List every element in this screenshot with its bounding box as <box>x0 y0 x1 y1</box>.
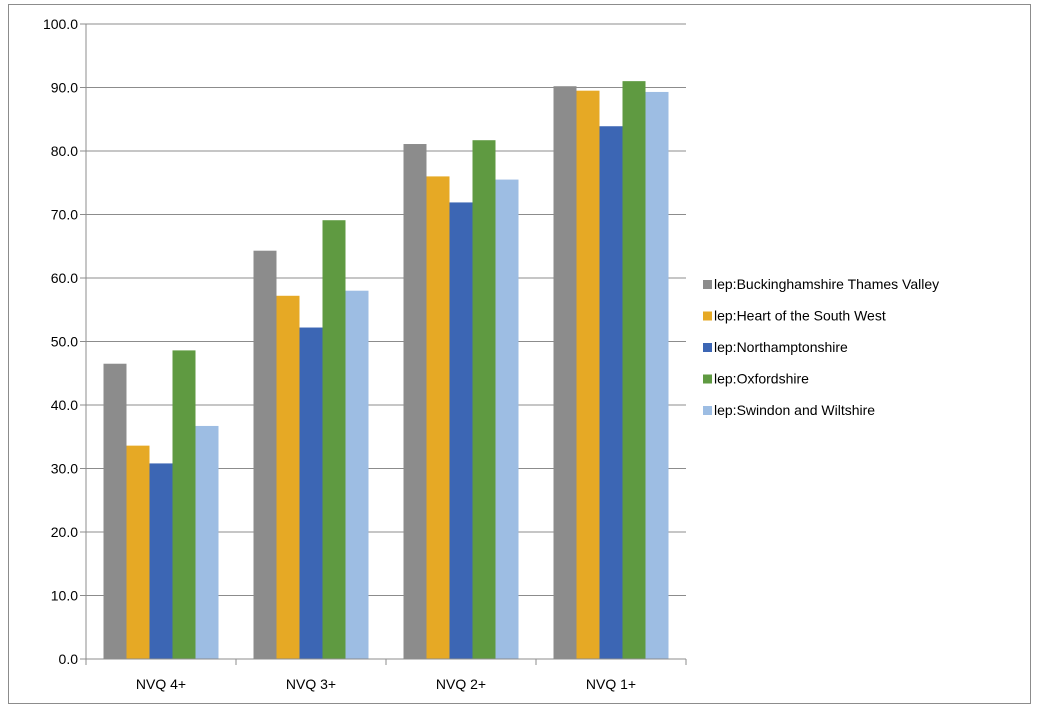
bar <box>253 250 277 659</box>
bar <box>299 327 323 659</box>
y-tick-label: 10.0 <box>51 588 78 604</box>
legend-swatch <box>703 311 712 321</box>
axes <box>80 23 687 665</box>
bar <box>322 220 346 659</box>
bar <box>426 176 450 659</box>
legend-label: lep:Oxfordshire <box>714 371 809 387</box>
bar <box>472 140 496 659</box>
x-tick-label: NVQ 2+ <box>436 676 486 692</box>
legend-label: lep:Heart of the South West <box>714 308 886 324</box>
legend-label: lep:Northamptonshire <box>714 339 848 355</box>
x-tick-label: NVQ 3+ <box>286 676 336 692</box>
bar <box>495 179 519 659</box>
bar <box>126 445 150 659</box>
bar <box>172 350 196 659</box>
y-tick-label: 60.0 <box>51 270 78 286</box>
x-tick-labels: NVQ 4+ NVQ 3+ NVQ 2+ NVQ 1+ <box>136 676 636 692</box>
y-tick-label: 0.0 <box>59 651 79 667</box>
legend-label: lep:Swindon and Wiltshire <box>714 402 875 418</box>
y-tick-label: 80.0 <box>51 143 78 159</box>
legend-swatch <box>703 374 712 384</box>
y-tick-label: 20.0 <box>51 524 78 540</box>
bar <box>645 91 669 659</box>
legend: lep:Buckinghamshire Thames Valley lep:Hea… <box>703 276 939 418</box>
bar <box>553 86 577 660</box>
bar <box>449 202 473 659</box>
legend-label: lep:Buckinghamshire Thames Valley <box>714 276 939 292</box>
y-tick-label: 100.0 <box>43 16 78 32</box>
legend-swatch <box>703 280 712 289</box>
y-tick-label: 30.0 <box>51 461 78 477</box>
bar <box>195 425 219 659</box>
bar <box>276 295 300 659</box>
bar <box>622 81 646 659</box>
bar <box>103 363 127 659</box>
y-tick-labels: 0.0 10.0 20.0 30.0 40.0 50.0 60.0 70.0 80.0 90.0 1… <box>43 16 78 667</box>
y-tick-label: 40.0 <box>51 397 78 413</box>
bar <box>403 144 427 659</box>
legend-swatch <box>703 406 712 415</box>
y-tick-label: 90.0 <box>51 80 78 96</box>
bars <box>103 81 669 660</box>
bar <box>576 90 600 660</box>
x-tick-label: NVQ 4+ <box>136 676 186 692</box>
bar <box>599 126 623 660</box>
bar <box>149 463 173 659</box>
y-tick-label: 70.0 <box>51 207 78 223</box>
x-tick-label: NVQ 1+ <box>586 676 636 692</box>
bar <box>345 290 369 659</box>
y-tick-label: 50.0 <box>51 334 78 350</box>
legend-swatch <box>703 343 712 352</box>
